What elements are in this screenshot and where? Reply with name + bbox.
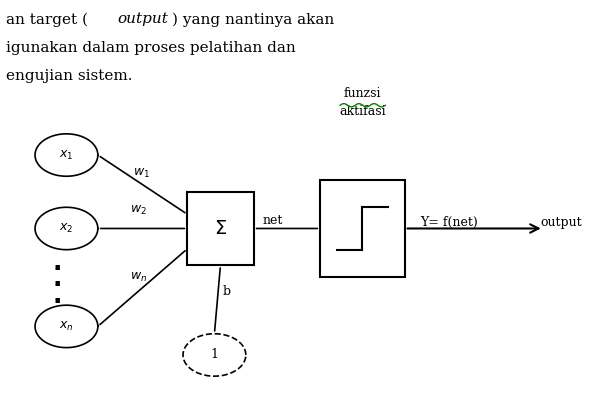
Text: $x_1$: $x_1$ (59, 149, 74, 162)
Text: b: b (222, 285, 231, 298)
Text: $w_1$: $w_1$ (133, 167, 150, 180)
Text: $w_n$: $w_n$ (130, 271, 147, 284)
Text: .: . (53, 284, 62, 308)
Text: output: output (118, 12, 169, 26)
Text: ) yang nantinya akan: ) yang nantinya akan (172, 12, 335, 27)
FancyBboxPatch shape (320, 180, 405, 277)
FancyBboxPatch shape (187, 192, 254, 265)
Text: aktifasi: aktifasi (339, 105, 386, 118)
Text: Y= f(net): Y= f(net) (420, 216, 478, 229)
Text: 1: 1 (210, 348, 219, 361)
Text: .: . (53, 251, 62, 275)
Text: .: . (53, 268, 62, 291)
Text: an target (: an target ( (6, 12, 88, 27)
Text: $\Sigma$: $\Sigma$ (214, 219, 227, 238)
Text: engujian sistem.: engujian sistem. (6, 69, 132, 83)
Text: funzsi: funzsi (344, 87, 381, 100)
Text: output: output (541, 216, 582, 229)
Text: $x_n$: $x_n$ (59, 320, 74, 333)
Text: $w_2$: $w_2$ (130, 204, 147, 217)
Text: net: net (263, 214, 283, 227)
Text: $x_2$: $x_2$ (59, 222, 74, 235)
Text: igunakan dalam proses pelatihan dan: igunakan dalam proses pelatihan dan (6, 41, 296, 55)
